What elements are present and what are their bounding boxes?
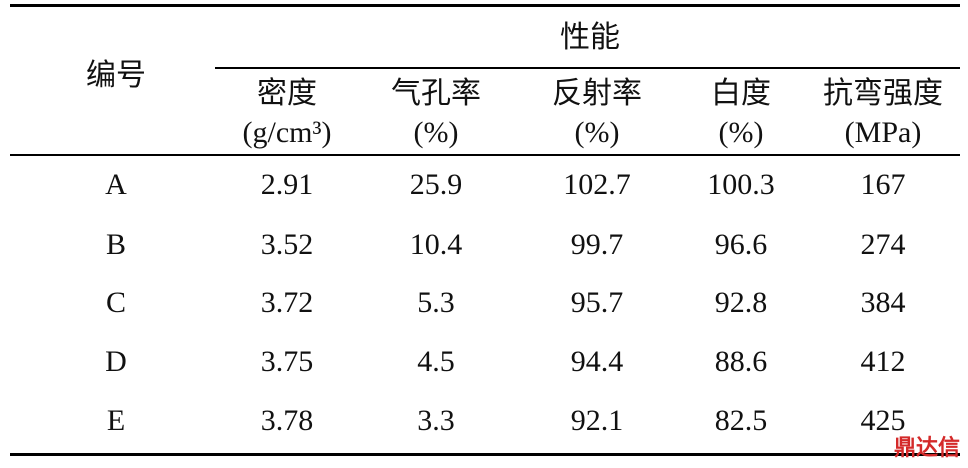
row-id: B — [105, 228, 127, 261]
cell-value: 92.8 — [714, 286, 768, 319]
column-unit: (MPa) — [844, 116, 922, 149]
cell-value: 82.5 — [714, 404, 768, 437]
cell-value: 3.72 — [260, 286, 314, 319]
column-unit: (%) — [718, 116, 764, 149]
column-name: 反射率 — [552, 77, 642, 110]
cell-value: 4.5 — [417, 345, 455, 378]
cell-value: 102.7 — [563, 168, 631, 201]
column-name: 抗弯强度 — [823, 77, 943, 110]
cell-value: 167 — [860, 168, 906, 201]
group-rule — [215, 67, 960, 69]
cell-value: 96.6 — [714, 228, 768, 261]
cell-value: 25.9 — [409, 168, 463, 201]
column-unit: (%) — [413, 116, 459, 149]
id-header: 编号 — [86, 59, 146, 92]
cell-value: 3.78 — [260, 404, 314, 437]
cell-value: 3.52 — [260, 228, 314, 261]
cell-value: 3.75 — [260, 345, 314, 378]
cell-value: 94.4 — [570, 345, 624, 378]
column-unit: (%) — [574, 116, 620, 149]
cell-value: 10.4 — [409, 228, 463, 261]
cell-value: 425 — [860, 404, 906, 437]
column-unit: (g/cm³) — [242, 116, 332, 149]
row-id: E — [106, 404, 126, 437]
cell-value: 274 — [860, 228, 906, 261]
top-rule — [10, 4, 960, 7]
cell-value: 100.3 — [707, 168, 775, 201]
cell-value: 384 — [860, 286, 906, 319]
bottom-rule — [10, 453, 960, 456]
cell-value: 5.3 — [417, 286, 455, 319]
column-name: 白度 — [711, 77, 771, 110]
column-name: 密度 — [257, 77, 317, 110]
cell-value: 2.91 — [260, 168, 314, 201]
cell-value: 95.7 — [570, 286, 624, 319]
row-id: C — [105, 286, 127, 319]
cell-value: 412 — [860, 345, 906, 378]
header-rule — [10, 154, 960, 156]
group-header: 性能 — [560, 21, 620, 54]
cell-value: 92.1 — [570, 404, 624, 437]
row-id: D — [105, 345, 127, 378]
column-name: 气孔率 — [391, 77, 481, 110]
cell-value: 88.6 — [714, 345, 768, 378]
watermark: 鼎达信 — [893, 436, 960, 461]
cell-value: 3.3 — [417, 404, 455, 437]
cell-value: 99.7 — [570, 228, 624, 261]
row-id: A — [105, 168, 127, 201]
